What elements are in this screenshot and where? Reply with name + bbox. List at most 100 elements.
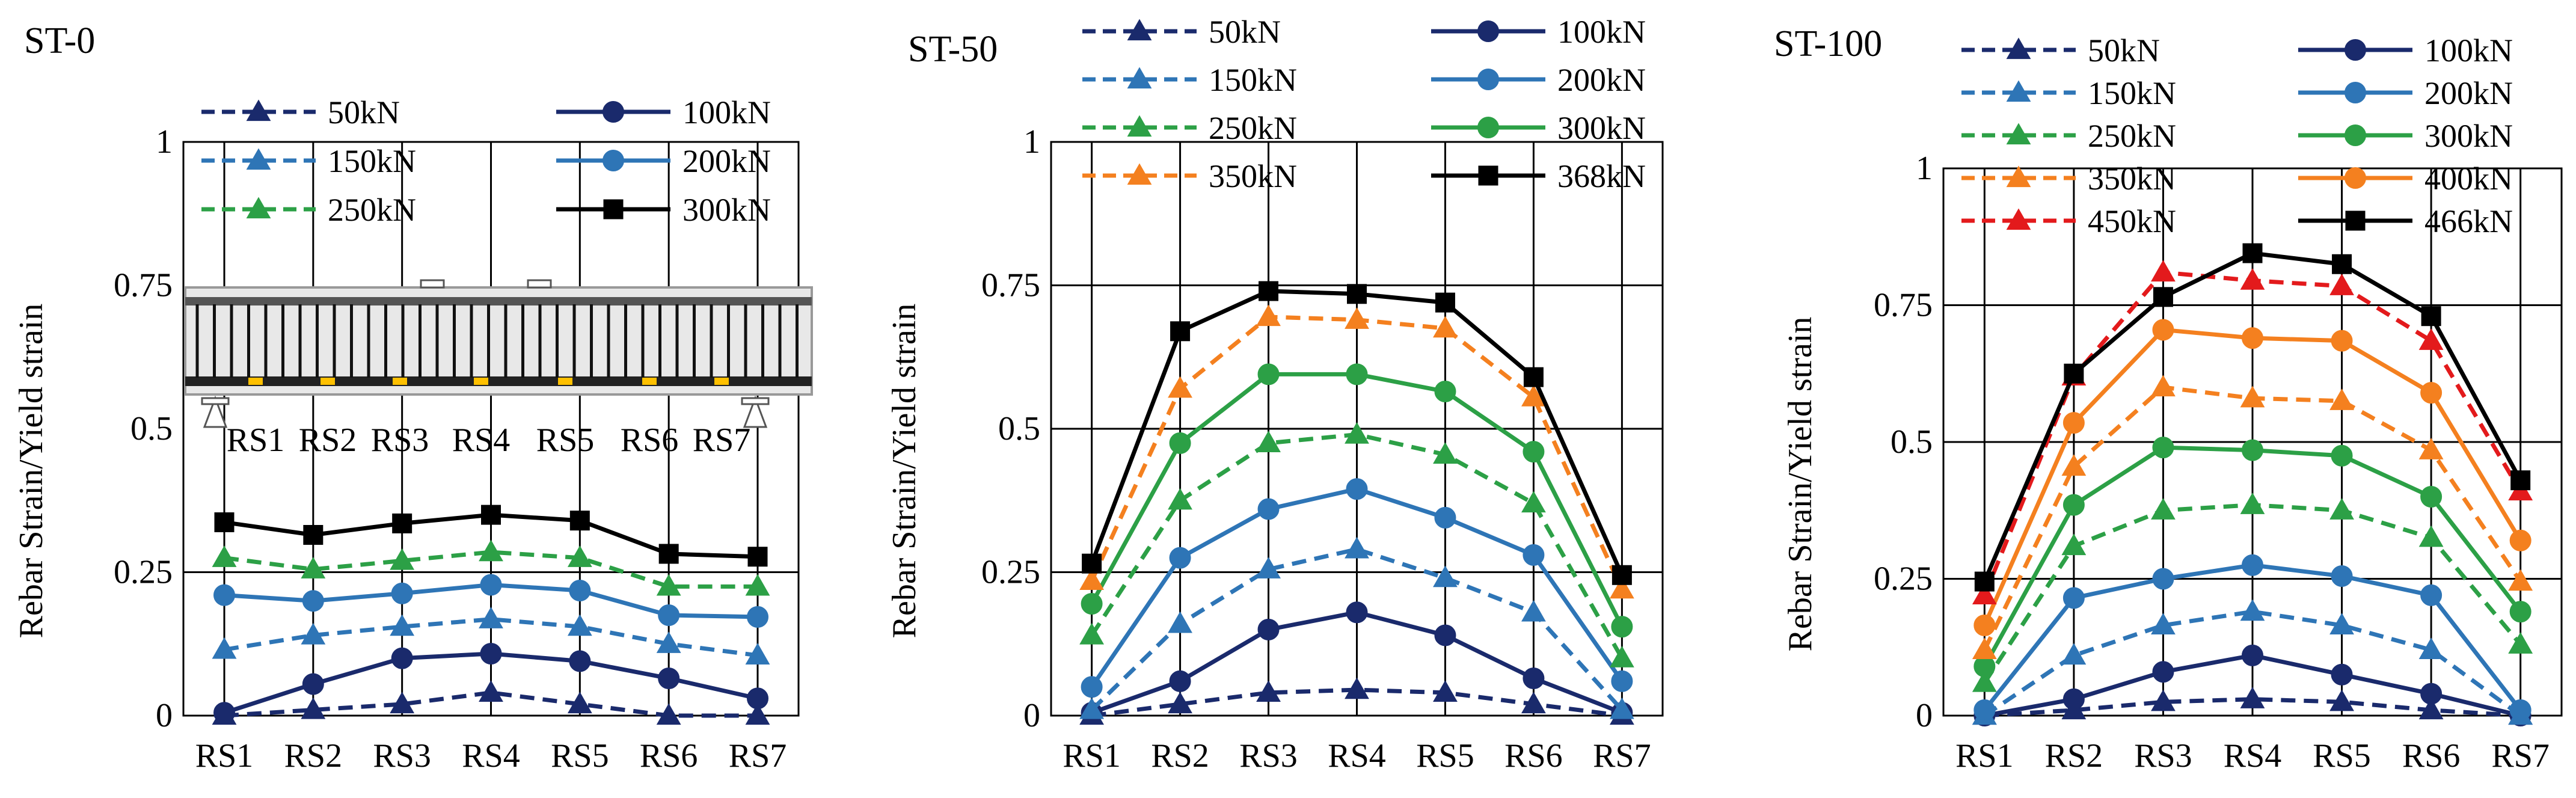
legend-label: 100kN: [2424, 32, 2513, 69]
data-point: [479, 607, 503, 628]
data-point: [1609, 646, 1634, 668]
data-point: [303, 524, 324, 545]
x-tick-label: RS1: [1955, 737, 2014, 775]
data-point: [2152, 437, 2174, 459]
series-200kN: [1081, 478, 1633, 698]
legend-item: 400kN: [2298, 161, 2513, 197]
data-point: [1521, 491, 1546, 513]
data-point: [1079, 697, 1105, 719]
x-tick-label: RS6: [1504, 737, 1563, 775]
data-point: [2151, 613, 2176, 635]
data-point: [569, 650, 591, 672]
data-point: [569, 580, 591, 602]
data-point: [2152, 568, 2174, 590]
legend-item: 250kN: [201, 192, 416, 228]
legend-item: 100kN: [556, 94, 771, 130]
data-point: [1079, 622, 1105, 645]
data-point: [1346, 478, 1368, 500]
data-point: [1611, 670, 1633, 692]
legend-item: 150kN: [1961, 75, 2176, 111]
data-point: [1611, 616, 1633, 638]
series-150kN: [1079, 536, 1634, 719]
legend-label: 200kN: [682, 143, 771, 179]
legend-label: 450kN: [2088, 203, 2176, 239]
x-tick-label: RS5: [551, 737, 609, 775]
data-point: [1521, 384, 1546, 407]
legend-item: 368kN: [1431, 158, 1646, 194]
y-tick-label: 0.5: [998, 410, 1040, 447]
data-point: [1256, 680, 1281, 702]
legend-marker: [1477, 20, 1499, 42]
x-tick-label: RS1: [195, 737, 254, 775]
series-250kN: [1079, 422, 1634, 668]
data-point: [1169, 547, 1191, 569]
data-point: [301, 622, 326, 645]
legend-label: 350kN: [2088, 161, 2176, 197]
data-point: [2151, 375, 2176, 397]
data-point: [1434, 506, 1456, 529]
series-350kN: [1972, 375, 2533, 659]
legend-label: 100kN: [1557, 14, 1646, 50]
y-tick-label: 0.75: [1874, 287, 1933, 324]
data-point: [2329, 274, 2354, 295]
data-point: [481, 505, 501, 525]
legend-marker: [1127, 67, 1152, 89]
data-point: [2509, 601, 2532, 623]
legend-marker: [1478, 165, 1498, 186]
data-point: [214, 512, 235, 533]
data-point: [656, 574, 681, 596]
legend-label: 150kN: [1209, 62, 1297, 98]
data-point: [2240, 385, 2265, 408]
data-point: [745, 703, 770, 725]
data-point: [2240, 599, 2265, 621]
legend-label: 300kN: [2424, 118, 2513, 154]
legend-marker: [1477, 69, 1499, 90]
data-point: [1435, 292, 1455, 313]
strain-gauge-marker: [642, 378, 657, 385]
data-point: [658, 544, 679, 564]
x-tick-label: RS5: [1416, 737, 1474, 775]
data-point: [2242, 439, 2263, 461]
data-point: [1434, 624, 1456, 646]
strain-gauge-label: RS4: [452, 422, 511, 459]
data-point: [480, 574, 502, 596]
x-tick-label: RS7: [729, 737, 787, 775]
data-point: [2061, 454, 2087, 476]
y-tick-label: 0: [156, 697, 173, 734]
legend-marker: [2344, 167, 2366, 189]
series-250kN: [1972, 493, 2533, 692]
data-point: [2420, 486, 2443, 508]
legend-label: 368kN: [1557, 158, 1646, 194]
data-point: [1347, 284, 1367, 304]
data-point: [1256, 304, 1281, 327]
data-point: [391, 647, 413, 669]
legend-marker: [2344, 124, 2366, 146]
data-point: [1345, 536, 1369, 559]
data-point: [390, 614, 415, 636]
y-tick-label: 0.25: [981, 554, 1040, 591]
data-point: [479, 680, 503, 702]
data-point: [2420, 584, 2443, 606]
legend-marker: [2344, 39, 2366, 61]
legend-marker: [2006, 123, 2031, 145]
data-point: [2331, 444, 2353, 467]
panel-title: ST-100: [1774, 23, 1882, 64]
data-point: [1169, 432, 1191, 454]
data-point: [1257, 618, 1280, 640]
legend-item: 200kN: [556, 143, 771, 179]
y-axis-label: Rebar Strain/Yield strain: [13, 304, 50, 639]
legend-label: 466kN: [2424, 203, 2513, 239]
data-point: [745, 643, 770, 664]
series-100kN: [213, 642, 768, 724]
legend-item: 200kN: [1431, 62, 1646, 98]
legend-label: 300kN: [1557, 110, 1646, 146]
data-point: [1521, 600, 1546, 622]
legend: 50kN 100kN 150kN 200kN 250kN 300kN 350kN 400kN 4…: [1961, 32, 2513, 239]
data-point: [569, 511, 590, 531]
y-tick-label: 0.75: [981, 267, 1040, 304]
data-point: [2240, 493, 2265, 514]
data-point: [2418, 698, 2444, 720]
legend-label: 100kN: [682, 94, 771, 130]
x-tick-label: RS6: [2402, 737, 2461, 775]
